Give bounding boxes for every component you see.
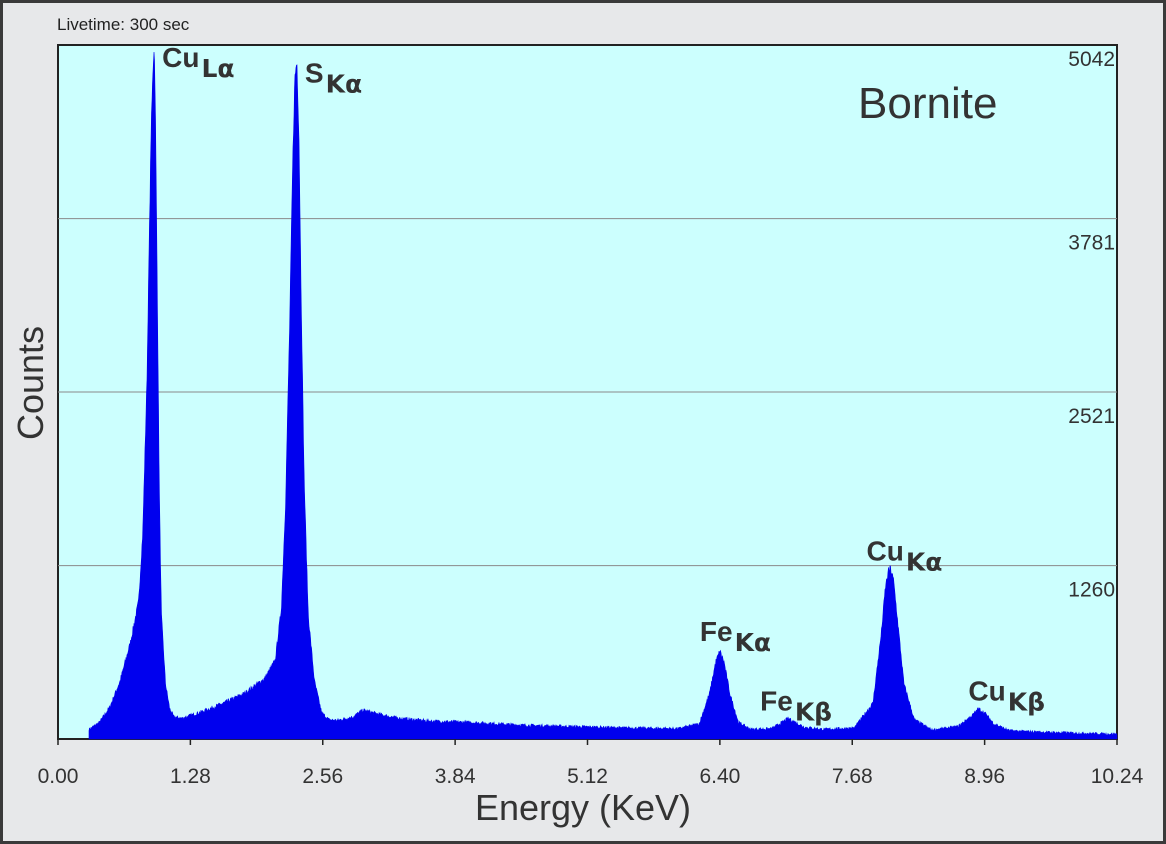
x-tick-label: 1.28 — [170, 765, 211, 788]
peak-element: Cu — [162, 42, 199, 73]
y-tick-labels: 1260 2521 3781 5042 — [1068, 48, 1115, 602]
peak-element: Fe — [700, 616, 733, 647]
peak-line: Kβ — [1008, 688, 1045, 717]
x-tick-label: 7.68 — [832, 765, 873, 788]
peak-label: CuLα — [162, 42, 234, 83]
sample-title: Bornite — [858, 79, 997, 128]
x-tick-label: 10.24 — [1091, 765, 1144, 788]
x-axis-title: Energy (KeV) — [475, 787, 691, 828]
y-tick-label: 5042 — [1068, 48, 1115, 71]
y-axis-title: Counts — [10, 326, 51, 440]
peak-line: Lα — [202, 54, 235, 83]
peak-line: Kα — [326, 69, 363, 98]
x-tick-label: 6.40 — [699, 765, 740, 788]
x-tick-label: 5.12 — [567, 765, 608, 788]
y-tick-label: 2521 — [1068, 405, 1115, 428]
peak-label: CuKα — [867, 535, 943, 576]
peak-element: Cu — [968, 676, 1005, 707]
spectrum-area — [88, 51, 1118, 740]
x-tick-label: 2.56 — [302, 765, 343, 788]
peak-label: FeKβ — [760, 685, 832, 726]
peak-line: Kβ — [795, 697, 832, 726]
livetime-note: Livetime: 300 sec — [57, 15, 190, 34]
x-tick-label: 3.84 — [435, 765, 476, 788]
x-tick-label: 0.00 — [38, 765, 79, 788]
peak-label: FeKα — [700, 616, 771, 657]
peak-label: SKα — [305, 57, 362, 98]
y-tick-label: 1260 — [1068, 579, 1115, 602]
x-tick-labels: 0.00 1.28 2.56 3.84 5.12 6.40 7.68 8.96 10.24 — [38, 739, 1144, 788]
x-tick-label: 8.96 — [964, 765, 1005, 788]
peak-element: S — [305, 57, 324, 88]
y-tick-label: 3781 — [1068, 232, 1115, 255]
peak-line: Kα — [735, 628, 772, 657]
spectrum-chart: Livetime: 300 sec 1260 2521 3781 5042 0.00 1… — [10, 15, 1144, 828]
peak-line: Kα — [906, 547, 943, 576]
peak-element: Fe — [760, 685, 793, 716]
peak-element: Cu — [867, 535, 904, 566]
grid-lines — [58, 218, 1117, 567]
spectrum-series — [88, 51, 1118, 740]
peak-label: CuKβ — [968, 676, 1045, 717]
